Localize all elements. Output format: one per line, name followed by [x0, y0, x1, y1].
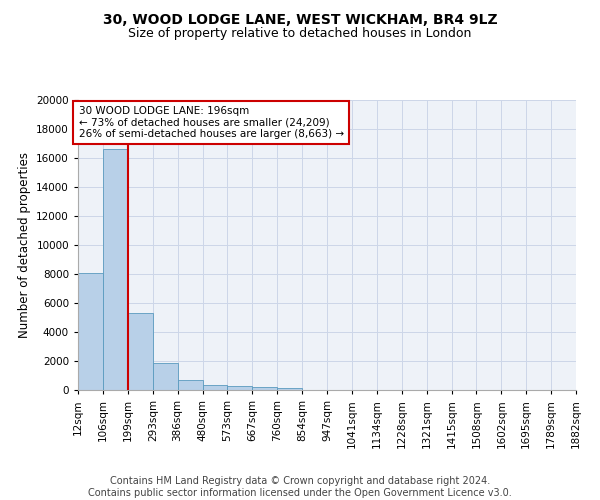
Bar	[253, 387, 277, 390]
Text: Contains HM Land Registry data © Crown copyright and database right 2024.
Contai: Contains HM Land Registry data © Crown c…	[88, 476, 512, 498]
Bar	[153, 363, 178, 390]
Bar	[128, 313, 153, 390]
Bar	[178, 380, 203, 390]
Y-axis label: Number of detached properties: Number of detached properties	[17, 152, 31, 338]
Text: Size of property relative to detached houses in London: Size of property relative to detached ho…	[128, 28, 472, 40]
Bar	[277, 388, 302, 390]
Bar	[78, 272, 103, 390]
Text: 30, WOOD LODGE LANE, WEST WICKHAM, BR4 9LZ: 30, WOOD LODGE LANE, WEST WICKHAM, BR4 9…	[103, 12, 497, 26]
Text: 30 WOOD LODGE LANE: 196sqm
← 73% of detached houses are smaller (24,209)
26% of : 30 WOOD LODGE LANE: 196sqm ← 73% of deta…	[79, 106, 344, 139]
Bar	[103, 150, 128, 390]
Bar	[227, 386, 253, 390]
Bar	[203, 385, 227, 390]
